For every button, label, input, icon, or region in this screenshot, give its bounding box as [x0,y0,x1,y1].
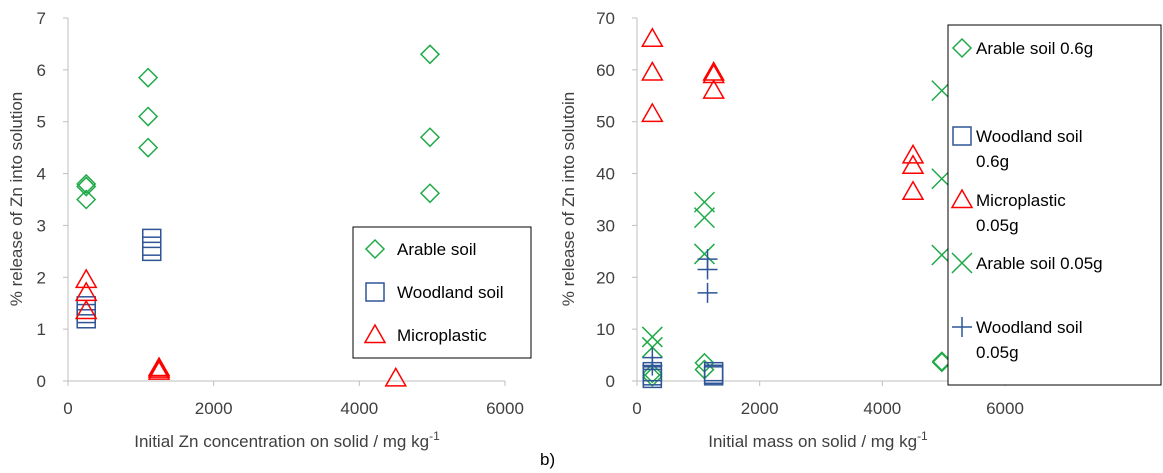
panel-b-series-4 [641,80,953,358]
panel-b-series-3 [641,27,925,200]
panel-b-legend-label: Woodland soil 0.05g [976,318,1082,362]
panel-b-legend-box [947,24,1162,386]
panel-a-data-point [74,268,98,289]
panel-b-x-tick-label: 4000 [863,399,901,418]
panel-a-legend-label: Woodland soil [397,283,503,302]
panel-b-legend-label: Arable soil 0.6g [976,39,1093,58]
panel-a-x-tick-label: 2000 [195,399,233,418]
panel-a-legend-marker [363,323,387,344]
panel-b-y-tick-label: 70 [596,9,615,28]
panel-b-x-tick-label: 2000 [741,399,779,418]
panel-b-y-tick-label: 20 [596,268,615,287]
panel-b-data-point [702,79,725,99]
panel-a-data-point [138,67,159,88]
panel-b-legend-marker [951,252,973,274]
panel-a-legend: Arable soil Woodland soil Microplastic [352,226,532,359]
panel-a-data-point [74,299,98,320]
panel-b-legend-marker [950,188,974,209]
panel-a-data-point [76,173,97,195]
panel-b-data-point [702,63,725,84]
panel-a-series-1 [76,44,441,210]
panel-b-data-point [641,102,664,123]
panel-b-y-tick-label: 10 [596,320,615,339]
panel-a-y-tick-label: 5 [37,113,46,132]
panel-a-y-tick-label: 2 [37,268,46,287]
panel-a-y-tick-label: 4 [37,165,46,184]
panel-a-x-tick-label: 4000 [340,399,378,418]
panel-b-data-point [642,363,663,384]
panel-a-data-point [147,356,171,377]
panel-b-data-point [901,154,925,175]
panel-b-legend-label: Woodland soil 0.6g [976,127,1082,171]
panel-b-y-tick-label: 30 [596,216,615,235]
panel-a-data-point [142,241,162,262]
panel-a-data-point [419,183,441,204]
panel-a-y-tick-label: 7 [37,9,46,28]
panel-a-y-tick-label: 6 [37,61,46,80]
panel-a-y-axis-title: % release of Zn into solution [7,92,26,307]
panel-b-data-point [697,282,718,303]
panel-b-data-point [693,243,715,265]
panel-b-data-point [901,180,925,200]
panel-a-data-point [76,176,97,197]
panel-b-data-point [641,60,664,81]
panel-b-legend-label: Arable soil 0.05g [976,254,1103,273]
panel-a-legend-label: Arable soil [397,240,476,259]
panel-b-legend-marker [951,37,973,59]
panel-a-data-point [147,360,171,380]
panel-a-legend-box [352,226,532,359]
panel-a-data-point [419,127,441,148]
panel-b-data-point [703,366,724,386]
panel-b-legend: Arable soil 0.6g Woodland soil 0.6g Micropl… [947,24,1162,386]
panel-b-y-tick-label: 60 [596,61,615,80]
panel-a-y-tick-label: 1 [37,320,46,339]
panel-a-data-point [142,236,162,256]
panel-a-data-point [147,358,171,378]
panel-b-data-point [641,27,664,47]
panel-a-data-point [138,137,159,158]
panel-a-legend-marker [364,238,386,260]
panel-a-x-axis-title: Initial Zn concentration on solid / mg k… [134,429,440,451]
panel-b-data-point [693,191,715,213]
panel-b-legend-marker [952,126,972,146]
panel-a-series-2 [76,228,162,329]
panel-a-data-point [76,189,97,210]
panel-b-data-point [697,259,718,280]
panel-a-legend-label: Microplastic [397,326,487,345]
panel-b-x-axis-title: Initial mass on solid / mg kg-1 [708,429,928,451]
panel-b-legend-marker [952,317,972,337]
panel-a-data-point [138,106,159,127]
panel-b-y-tick-label: 0 [606,372,615,391]
panel-b-label: b) [540,450,555,469]
panel-b-series-2 [642,361,724,389]
panel-b-x-tick-label: 0 [632,399,641,418]
panel-b-data-point [641,326,663,348]
panel-b-data-point [642,355,663,376]
panel-a-data-point [419,44,441,65]
panel-a-series-3 [74,268,408,387]
panel-b-x-tick-label: 6000 [986,399,1024,418]
panel-a-y-tick-label: 3 [37,216,46,235]
panel-b-y-tick-label: 50 [596,113,615,132]
panel-a-scatter-chart: 0 1 2 3 4 5 6 7 0 2000 4000 6000 Initial Zn concentr… [7,9,532,451]
panel-b-data-point [642,366,663,387]
panel-a-x-tick-label: 0 [63,399,72,418]
panel-b-data-point [641,336,663,358]
panel-b-data-point [901,143,925,164]
panel-b-legend-label: Microplastic 0.05g [976,191,1066,235]
panel-b-data-point [693,207,715,229]
panel-a-data-point [142,228,162,249]
panel-a-data-point [76,303,96,324]
panel-a-x-tick-label: 6000 [486,399,524,418]
panel-a-data-point [384,366,408,387]
panel-b-scatter-chart: 0 10 20 30 40 50 60 70 0 2000 4000 6000 Initial mass… [559,9,1162,451]
panel-a-data-point [74,281,98,302]
panel-b-y-axis-title: % release of Zn into solutoin [559,92,578,307]
panel-b-y-tick-label: 40 [596,165,615,184]
panel-a-y-tick-label: 0 [37,372,46,391]
panel-a-legend-marker [365,282,385,302]
panel-b-series-5 [642,249,718,376]
